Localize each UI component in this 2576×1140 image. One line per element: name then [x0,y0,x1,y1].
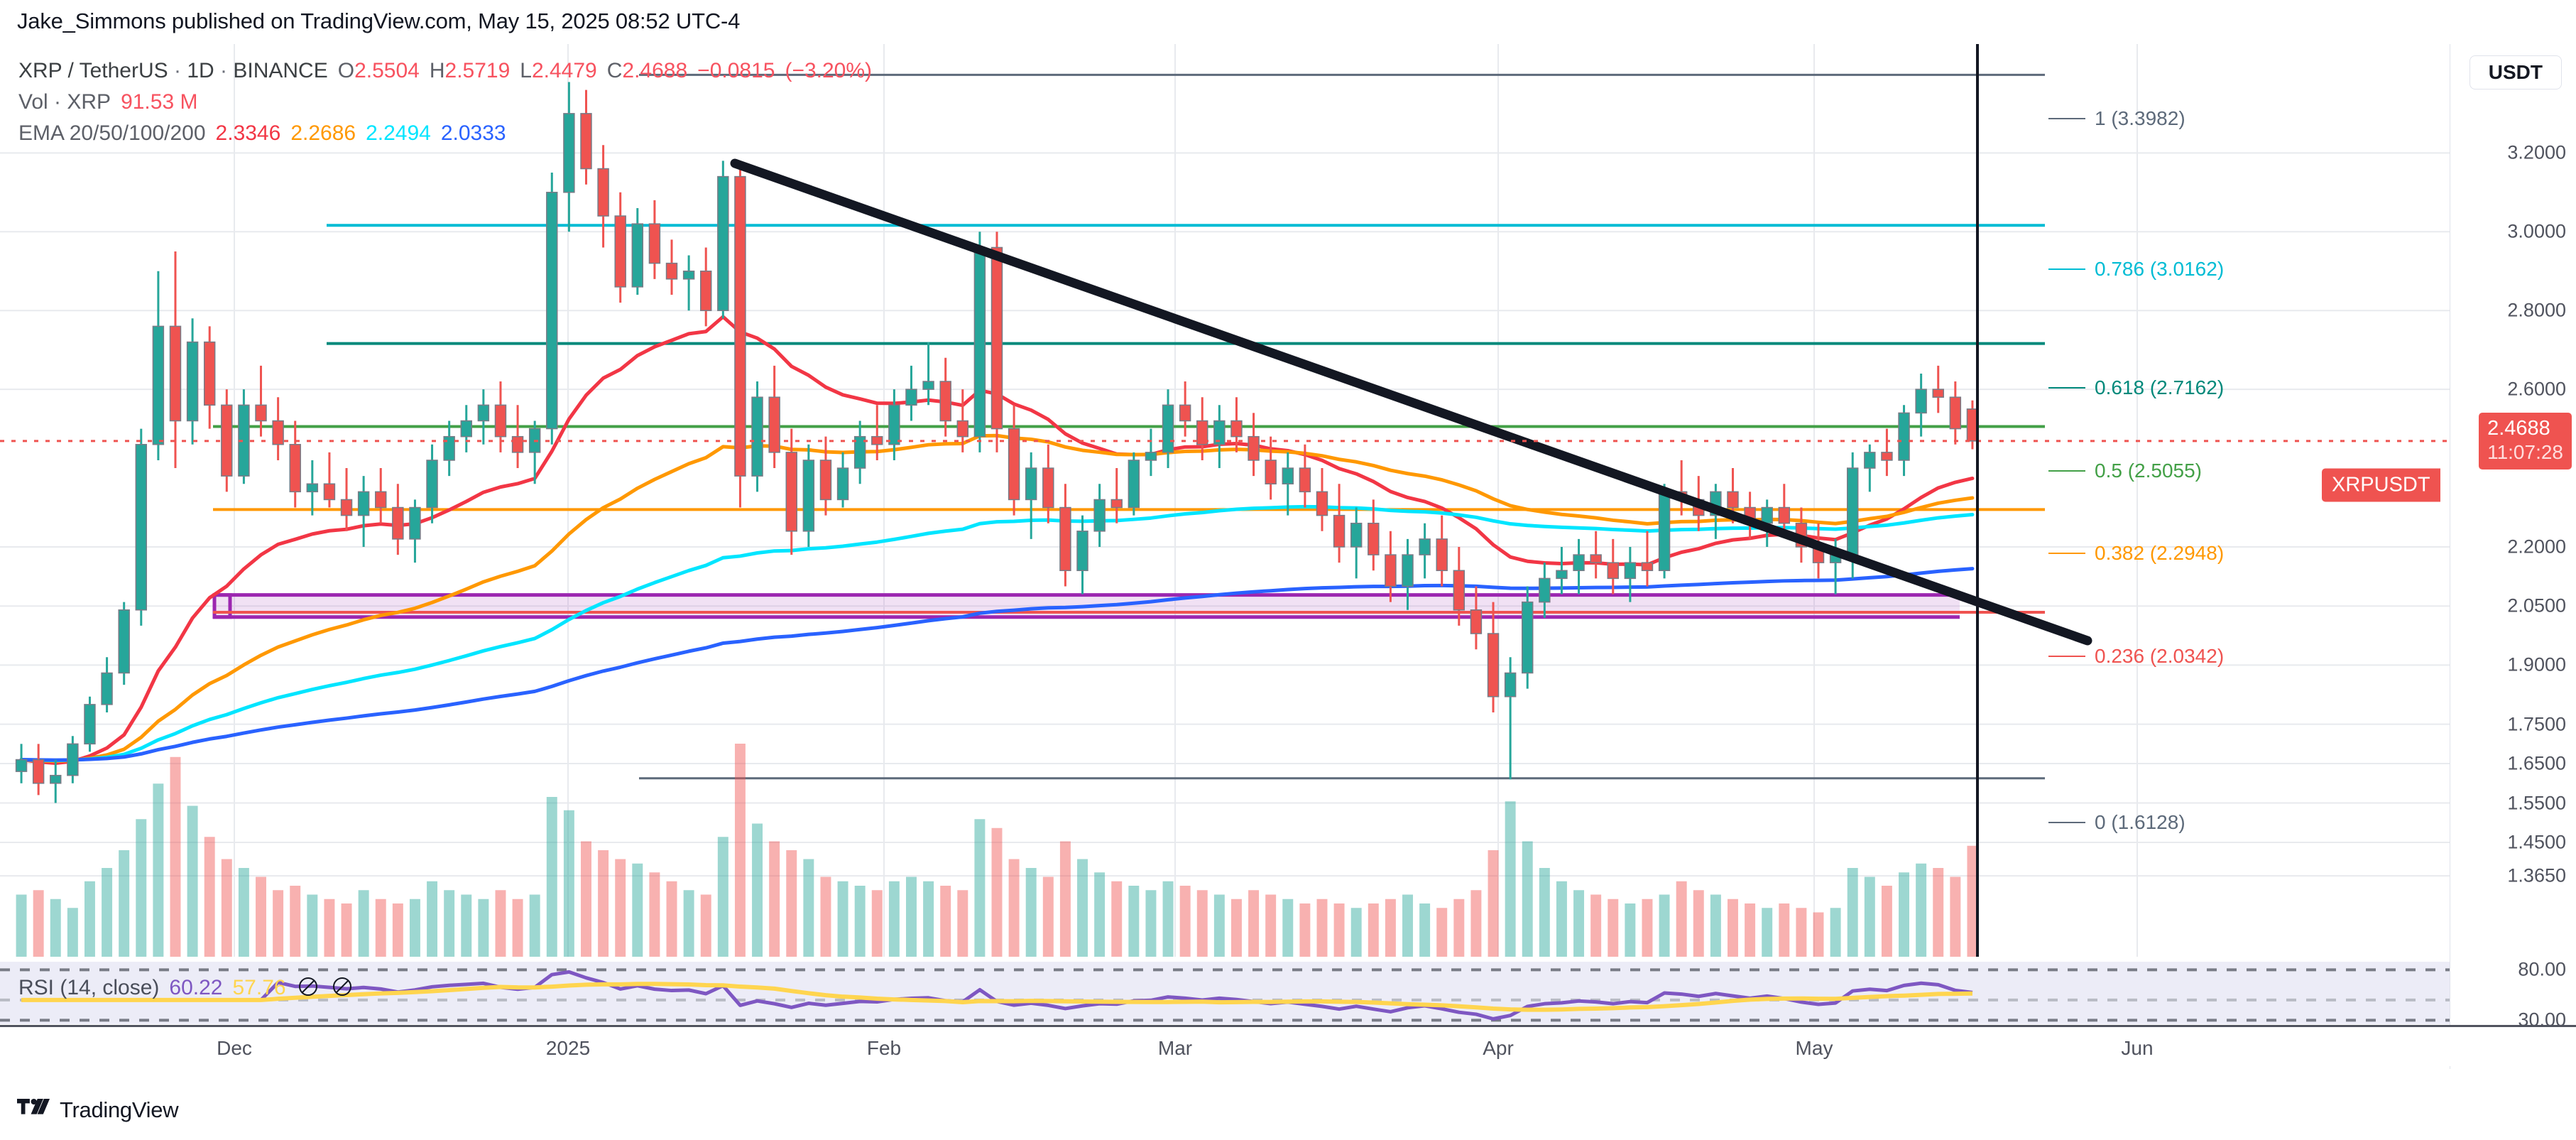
price-tick-1.3650: 1.3650 [2507,864,2566,886]
tradingview-logo-icon [17,1098,50,1123]
legend-ema50-value: 2.2686 [290,121,356,145]
fib-level-stub-1 [2048,118,2085,120]
time-tick-2025: 2025 [545,1037,591,1059]
legend-low-value: 2.4479 [531,59,597,82]
publisher-byline: Jake_Simmons published on TradingView.co… [17,9,741,33]
no-entry-icon[interactable] [296,975,320,999]
fib-level-label-0[interactable]: 0 (1.6128) [2095,810,2185,833]
price-tick-3.0000: 3.0000 [2507,220,2566,242]
rsi-axis-80.00: 80.00 [2518,958,2566,980]
fib-level-label-0.236[interactable]: 0.236 (2.0342) [2095,644,2225,667]
fib-level-label-0.786[interactable]: 0.786 (3.0162) [2095,258,2225,281]
legend-high-value: 2.5719 [444,59,511,82]
fib-level-stub-0.5 [2048,469,2085,472]
time-tick-Jun: Jun [2121,1037,2154,1059]
legend-symbol[interactable]: XRP / TetherUS [18,59,168,82]
fib-level-label-0.618[interactable]: 0.618 (2.7162) [2095,376,2225,398]
chart-legend: XRP / TetherUS · 1D · BINANCE O2.5504 H2.5… [18,55,872,149]
legend-row-symbol: XRP / TetherUS · 1D · BINANCE O2.5504 H2.5… [18,55,872,87]
fib-level-label-1[interactable]: 1 (3.3982) [2095,107,2185,130]
legend-volume-value: 91.53 M [121,90,198,114]
price-tick-1.4500: 1.4500 [2507,831,2566,853]
legend-sep-1: · [168,59,187,82]
rsi-title[interactable]: RSI (14, close) [18,976,160,999]
time-tick-Dec: Dec [217,1037,252,1059]
current-price-time: 11:07:28 [2487,440,2563,463]
legend-open-label: O [337,59,355,82]
symbol-price-tag: XRPUSDT [2322,468,2440,502]
time-axis[interactable]: Dec 2025 Feb Mar Apr May Jun [0,1025,2576,1066]
legend-change-pct: (−3.20%) [785,59,873,82]
time-tick-Apr: Apr [1483,1037,1514,1059]
rsi-value: 60.22 [169,976,223,999]
fib-level-stub-0.618 [2048,386,2085,389]
legend-low-label: L [520,59,532,82]
price-tick-1.7500: 1.7500 [2507,713,2566,735]
legend-ema20-value: 2.3346 [215,121,281,145]
rsi-legend: RSI (14, close) 60.22 57.76 [18,975,354,1000]
legend-high-label: H [429,59,445,82]
price-axis[interactable]: USDT 3.2000 3.0000 2.8000 2.6000 2.2000 2.050… [2450,44,2576,1069]
time-tick-May: May [1795,1037,1833,1059]
fib-level-stub-0.786 [2048,268,2085,271]
legend-row-volume: Vol · XRP 91.53 M [18,87,872,118]
price-tick-1.6500: 1.6500 [2507,752,2566,774]
current-price-badge: 2.4688 11:07:28 [2479,412,2572,469]
legend-ema100-value: 2.2494 [366,121,431,145]
legend-row-ema: EMA 20/50/100/200 2.3346 2.2686 2.2494 2.033… [18,118,872,149]
fib-level-stub-0 [2048,821,2085,823]
fib-level-label-0.5[interactable]: 0.5 (2.5055) [2095,459,2202,482]
footer-branding[interactable]: TradingView [17,1097,179,1123]
fib-level-label-0.382[interactable]: 0.382 (2.2948) [2095,542,2225,565]
price-tick-2.8000: 2.8000 [2507,299,2566,321]
legend-close-value: 2.4688 [622,59,688,82]
current-price-value: 2.4688 [2487,416,2550,440]
legend-volume-label[interactable]: Vol · XRP [18,90,111,114]
price-chart-svg [0,44,2450,1024]
price-tick-1.9000: 1.9000 [2507,653,2566,675]
price-plot-area[interactable] [0,44,2450,1024]
fib-level-stub-0.236 [2048,655,2085,657]
legend-exchange: BINANCE [233,59,328,82]
currency-chip: USDT [2469,55,2562,89]
price-tick-2.2000: 2.2000 [2507,536,2566,558]
no-entry-icon-2[interactable] [330,975,354,999]
chart-frame: XRP / TetherUS · 1D · BINANCE O2.5504 H2.5… [0,44,2576,1069]
legend-open-value: 2.5504 [354,59,420,82]
legend-sep-2: · [214,59,234,82]
legend-close-label: C [606,59,623,82]
price-tick-2.6000: 2.6000 [2507,378,2566,400]
price-tick-2.0500: 2.0500 [2507,595,2566,617]
fib-level-stub-0.382 [2048,553,2085,555]
price-tick-1.5500: 1.5500 [2507,792,2566,814]
rsi-ma-value: 57.76 [232,976,286,999]
legend-interval[interactable]: 1D [187,59,214,82]
time-tick-Feb: Feb [866,1037,902,1059]
time-tick-Mar: Mar [1157,1037,1193,1059]
legend-ema200-value: 2.0333 [440,121,506,145]
legend-ema-label[interactable]: EMA 20/50/100/200 [18,121,206,145]
tradingview-wordmark: TradingView [60,1097,179,1122]
price-tick-3.2000: 3.2000 [2507,141,2566,163]
legend-change-abs: −0.0815 [697,59,775,82]
